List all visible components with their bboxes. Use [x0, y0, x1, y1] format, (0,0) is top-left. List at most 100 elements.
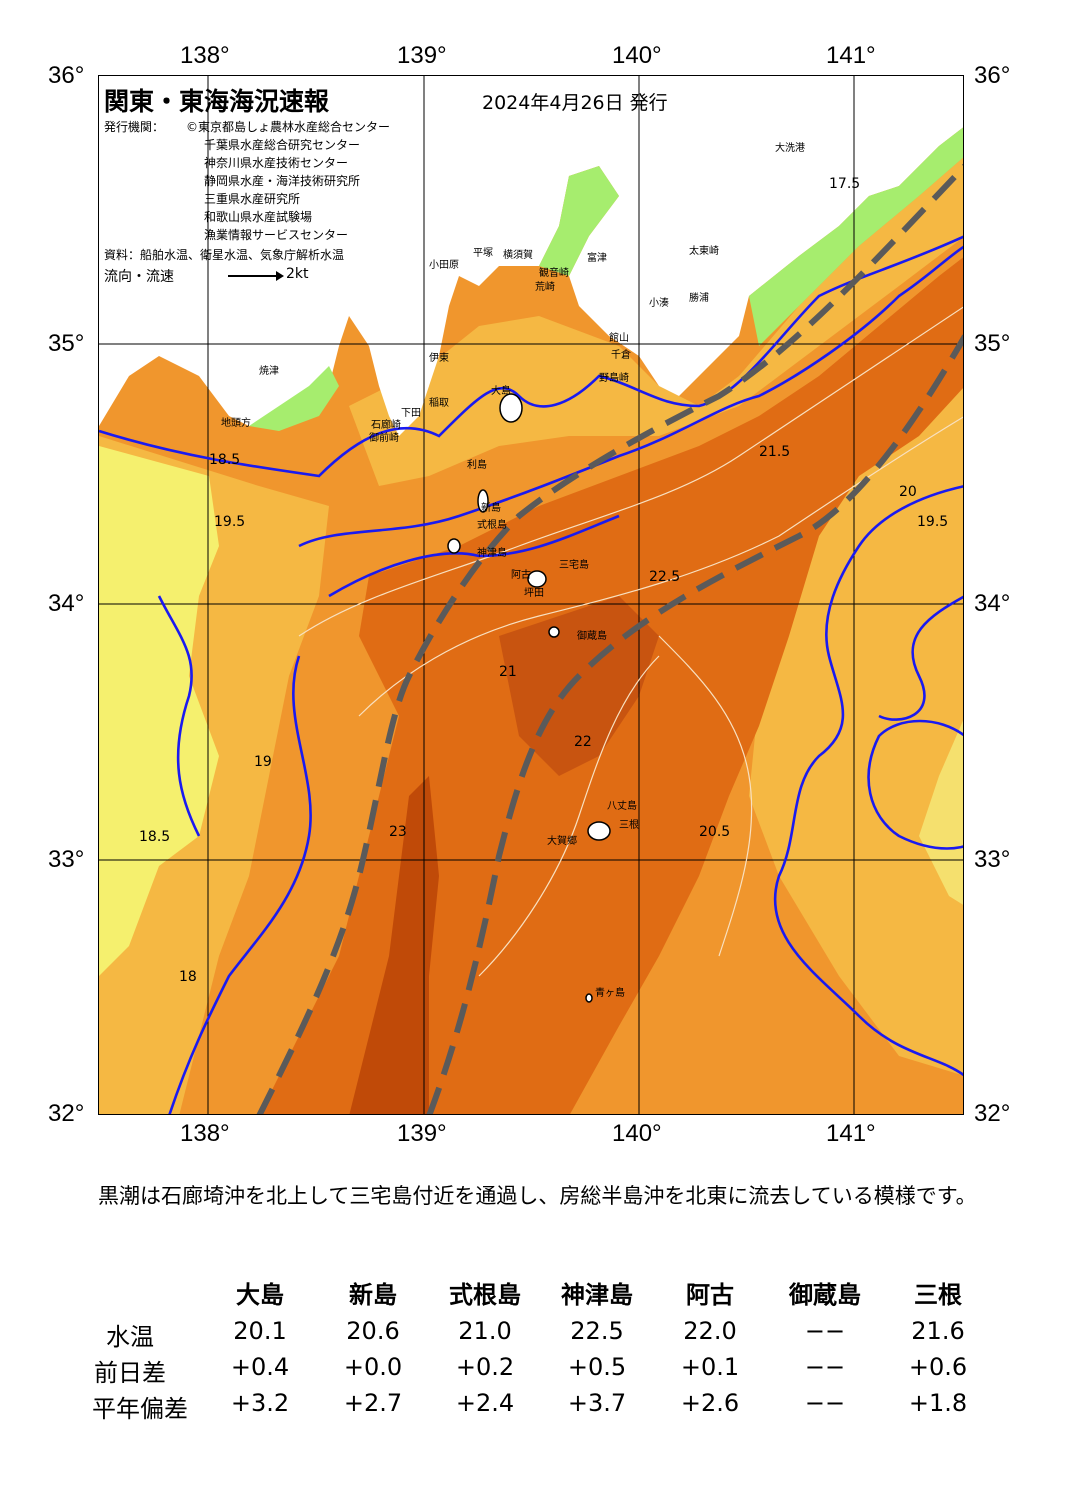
issue-date: 2024年4月26日 発行: [482, 92, 668, 114]
cool-water-east: [749, 329, 963, 1076]
lon-label-141-top: 141°: [826, 42, 876, 69]
place-jitogata: 地頭方: [221, 416, 251, 429]
isotherm-label-20: 20: [899, 484, 917, 500]
place-niijima: 新島: [481, 501, 501, 514]
lat-label-35-left: 35°: [48, 330, 85, 357]
cell: +2.6: [680, 1389, 740, 1417]
place-hiratsuka: 平塚: [473, 247, 493, 259]
flow-legend-label: 流向・流速: [104, 269, 174, 285]
place-inatori: 稲取: [429, 397, 449, 409]
isotherm-label-19: 19: [254, 754, 272, 770]
place-omaezaki: 御前崎: [369, 431, 399, 444]
place-katsuura: 勝浦: [689, 291, 709, 304]
flow-legend-arrow: [228, 275, 278, 277]
mikurajima-island: [548, 626, 560, 638]
coastal-green-east: [749, 127, 963, 346]
cell: −−: [804, 1317, 846, 1345]
isotherm-label-22: 22: [574, 734, 592, 750]
cell: 22.0: [683, 1317, 737, 1345]
place-mitsune: 三根: [619, 818, 639, 831]
map-title: 関東・東海海況速報: [104, 87, 330, 116]
issuers-label: 発行機関：: [104, 120, 165, 134]
place-aogashima: 青ヶ島: [595, 986, 625, 999]
column-header-kozushima: 神津島: [561, 1281, 633, 1309]
issuer-0: ©東京都島しょ農林水産総合センター: [186, 120, 391, 134]
issuer-5: 和歌山県水産試験場: [204, 210, 313, 224]
isotherm-label-22-5: 22.5: [649, 569, 680, 585]
column-header-ako: 阿古: [686, 1281, 734, 1309]
column-header-mikurajima: 御蔵島: [789, 1281, 861, 1309]
lat-label-35-right: 35°: [974, 330, 1011, 357]
row-label-normal-anomaly: 平年偏差: [92, 1395, 188, 1423]
sea-temperature-map: 17.5 18.5 19.5 21.5 22.5 22 20 21 19.5 1…: [98, 75, 964, 1115]
place-nojimazaki: 野島崎: [599, 371, 629, 384]
lat-label-33-left: 33°: [48, 846, 85, 873]
isotherm-label-17-5: 17.5: [829, 176, 860, 192]
cold-water-east-edge: [919, 720, 963, 905]
main-isotherms: [99, 235, 963, 1114]
place-kannonzaki: 観音崎: [539, 266, 569, 279]
issuer-6: 漁業情報サービスセンター: [204, 228, 349, 242]
cell: +0.1: [680, 1353, 740, 1381]
place-arasaki: 荒崎: [535, 280, 555, 293]
cell: −−: [804, 1389, 846, 1417]
lon-label-141-bottom: 141°: [826, 1120, 876, 1147]
isotherm-label-21-5: 21.5: [759, 444, 790, 460]
cell: +2.7: [343, 1389, 403, 1417]
isotherm-label-18-5-west: 18.5: [139, 829, 170, 845]
place-okago: 大賀郷: [547, 834, 577, 847]
place-oshima: 大島: [491, 384, 511, 397]
cell: +0.0: [343, 1353, 403, 1381]
cell: −−: [804, 1353, 846, 1381]
lat-lon-grid: [99, 76, 963, 1114]
data-sources: 資料：船舶水温、衛星水温、気象庁解析水温: [104, 248, 345, 262]
place-ito: 伊東: [429, 351, 449, 364]
islands: [447, 393, 611, 1003]
place-chikura: 千倉: [611, 348, 631, 361]
place-tateyama: 館山: [609, 331, 629, 344]
flow-legend-scale: 2kt: [286, 266, 309, 282]
place-miyakejima: 三宅島: [559, 558, 589, 571]
lat-label-36-right: 36°: [974, 62, 1011, 89]
place-ako: 阿古: [511, 568, 531, 581]
cell: +0.2: [455, 1353, 515, 1381]
cell: 21.0: [458, 1317, 512, 1345]
place-toshima: 利島: [467, 458, 487, 471]
miyakejima-island: [527, 570, 547, 588]
aogashima-island: [585, 993, 593, 1003]
column-header-oshima: 大島: [236, 1281, 284, 1309]
lon-label-138-bottom: 138°: [180, 1120, 230, 1147]
cold-water-west: [99, 446, 219, 976]
land-izu-peninsula: [369, 336, 429, 436]
oshima-island: [499, 393, 523, 423]
lat-label-34-right: 34°: [974, 590, 1011, 617]
lat-label-32-left: 32°: [48, 1100, 85, 1127]
column-header-mitsune: 三根: [914, 1281, 962, 1309]
cell: +3.7: [567, 1389, 627, 1417]
land-honshu: [99, 76, 963, 426]
flow-legend-arrowhead-icon: [276, 271, 284, 281]
place-taitozaki: 太東崎: [689, 244, 719, 257]
cell: +0.5: [567, 1353, 627, 1381]
coastal-green-bay: [539, 166, 619, 276]
place-names: 大洗港 太東崎 平塚 横須賀 観音崎 富津 小田原 荒崎 勝浦 小湊 館山 千倉…: [221, 141, 805, 999]
issuer-3: 静岡県水産・海洋技術研究所: [204, 174, 361, 188]
cell: +1.8: [908, 1389, 968, 1417]
cell: 20.1: [233, 1317, 287, 1345]
row-label-water-temp: 水温: [106, 1323, 154, 1351]
place-kozushima: 神津島: [477, 546, 507, 559]
issuer-1: 千葉県水産総合研究センター: [204, 138, 361, 152]
place-irozaki: 石廊崎: [371, 418, 401, 431]
place-tsubota: 坪田: [524, 586, 544, 599]
isotherm-label-20-5: 20.5: [699, 824, 730, 840]
place-mikurajima: 御蔵島: [577, 629, 607, 642]
kozushima-island: [447, 538, 461, 554]
cell: +2.4: [455, 1389, 515, 1417]
cell: +0.6: [908, 1353, 968, 1381]
place-kominato: 小湊: [649, 296, 669, 309]
cell: +3.2: [230, 1389, 290, 1417]
isotherm-label-21: 21: [499, 664, 517, 680]
column-header-niijima: 新島: [349, 1281, 397, 1309]
lat-label-33-right: 33°: [974, 846, 1011, 873]
lon-label-138-top: 138°: [180, 42, 230, 69]
